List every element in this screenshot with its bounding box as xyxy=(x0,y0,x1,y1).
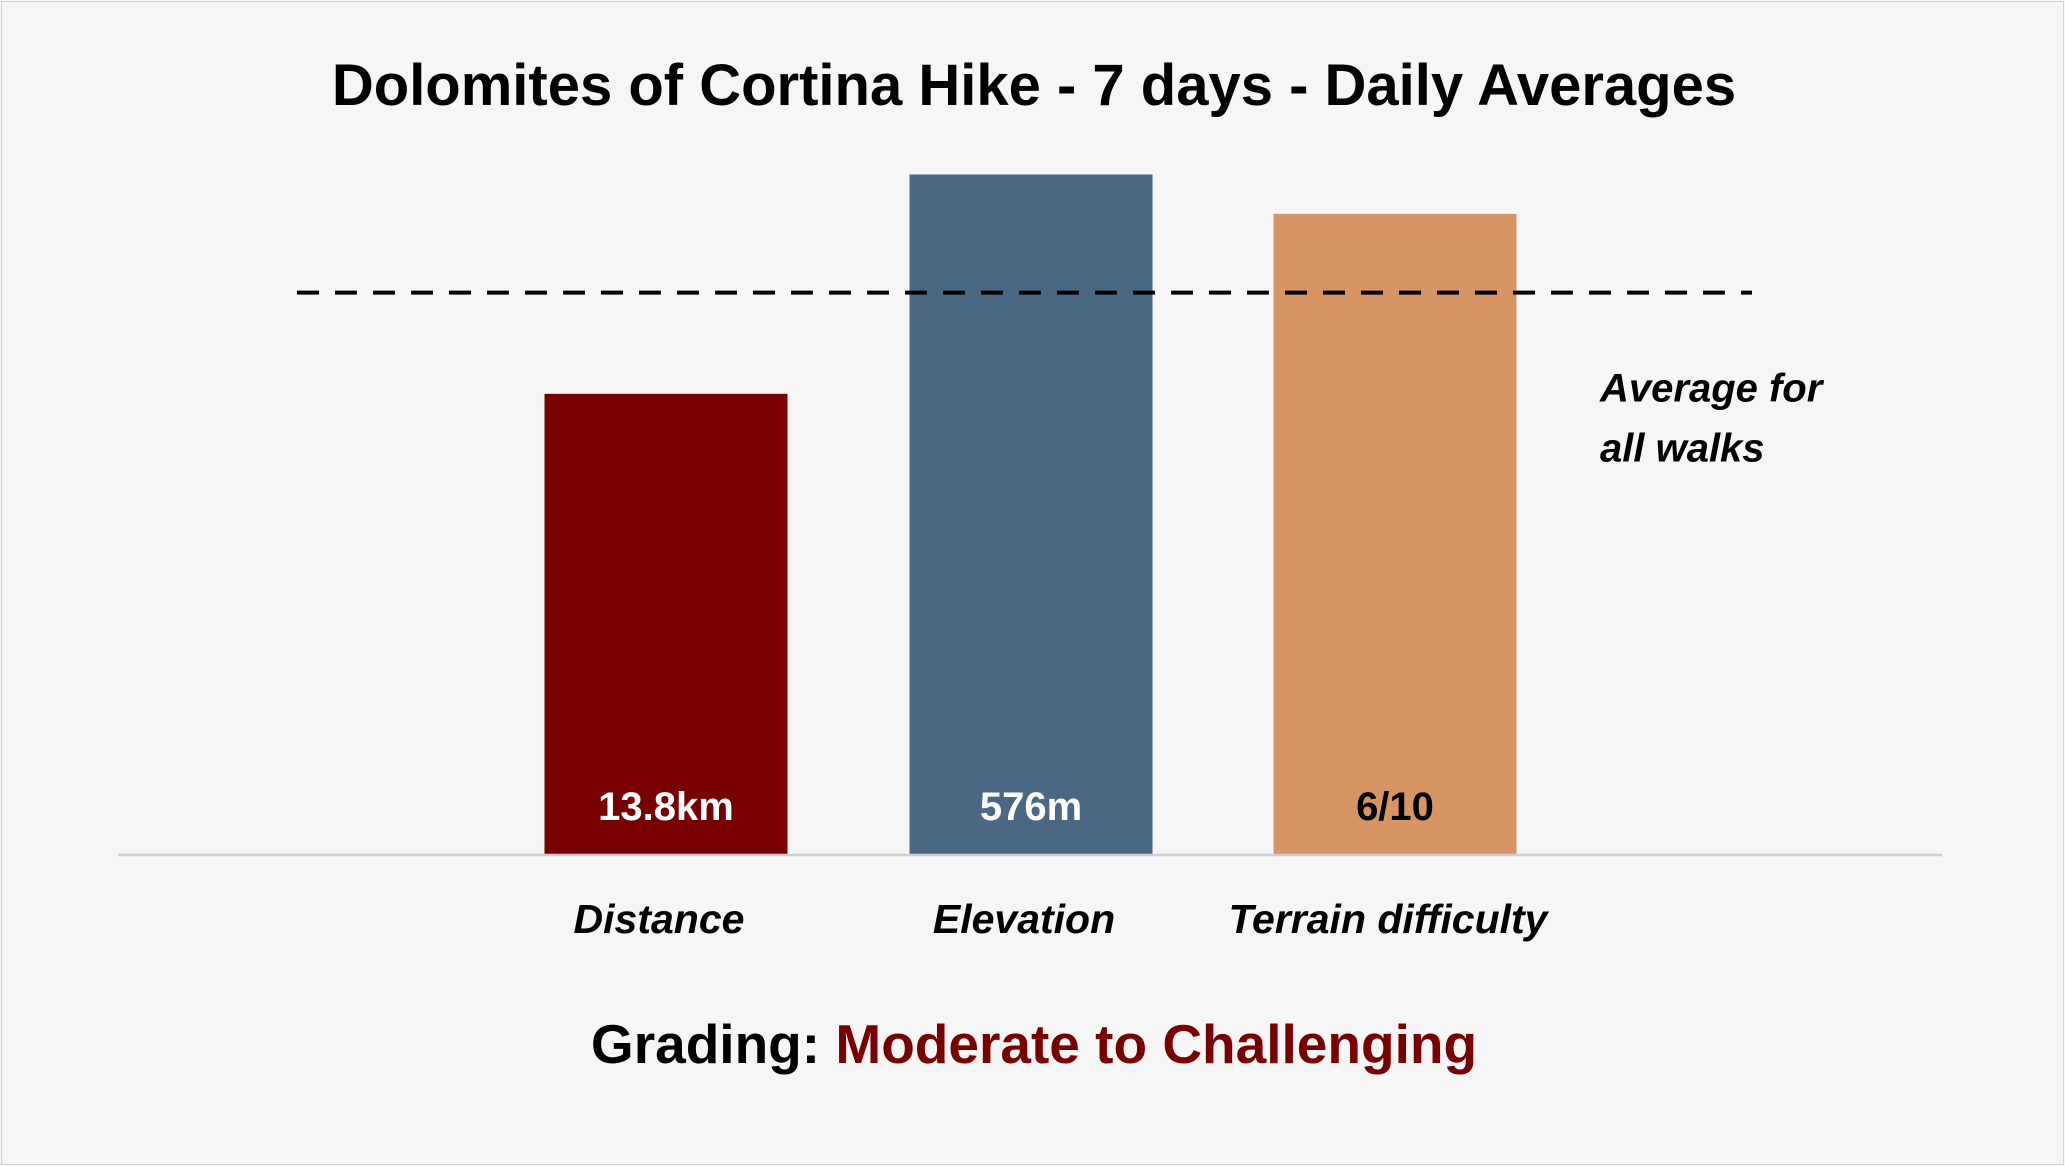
bar-distance xyxy=(544,393,788,855)
chart-title: Dolomites of Cortina Hike - 7 days - Dai… xyxy=(332,53,1736,118)
data-label: 576m xyxy=(980,785,1082,829)
category-label: Distance xyxy=(574,896,745,942)
bars-group: 13.8km Distance 576m Elevation 6/10 Terrain d… xyxy=(544,174,1550,942)
grading-line: Grading: Moderate to Challenging xyxy=(591,1013,1477,1075)
category-label: Terrain difficulty xyxy=(1229,896,1550,942)
average-note-line-1: Average for xyxy=(1599,367,1825,411)
bar-elevation xyxy=(909,174,1153,856)
grading-value: Moderate to Challenging xyxy=(835,1013,1477,1075)
average-note: Average for all walks xyxy=(1599,367,1833,471)
bar-terrain-difficulty xyxy=(1273,213,1517,855)
category-label: Elevation xyxy=(933,896,1115,942)
average-note-line-2: all walks xyxy=(1600,427,1765,471)
data-label: 6/10 xyxy=(1356,785,1434,829)
data-label: 13.8km xyxy=(598,785,734,829)
grading-label: Grading: xyxy=(591,1013,835,1075)
